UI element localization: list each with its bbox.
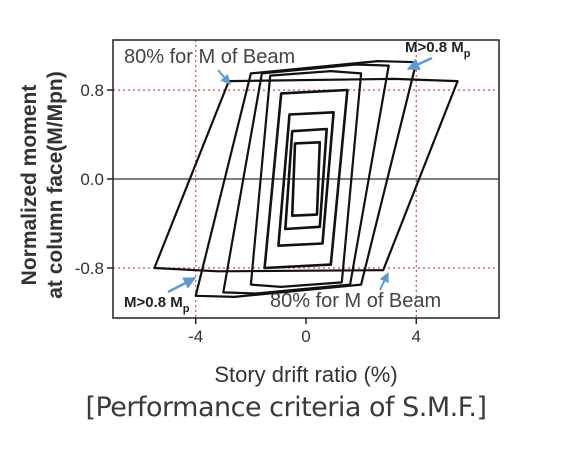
annotation-bottom-left-arrow — [167, 276, 197, 294]
svg-text:M>0.8 Mp: M>0.8 Mp — [405, 39, 471, 60]
annotation-top-right-arrow — [406, 56, 433, 71]
hysteresis-loops — [153, 59, 459, 298]
hysteresis-loop-7 — [194, 59, 418, 298]
y-tick-label-2: 0.8 — [80, 81, 104, 100]
hysteresis-loop-8 — [153, 77, 459, 273]
y-axis-label: Normalized moment at column face(M/Mpn) — [18, 71, 67, 299]
y-axis-label-line2: at column face(M/Mpn) — [44, 71, 67, 299]
x-tick-label-1: 0 — [301, 327, 310, 346]
x-tick-label-0: -4 — [188, 327, 203, 346]
annotation-top-right-text: M>0.8 M — [405, 39, 464, 56]
reference-lines — [113, 40, 499, 318]
annotation-top-left: 80% for M of Beam — [124, 46, 295, 68]
annotation-top-right-subscript: p — [464, 48, 471, 60]
y-tick-label-0: -0.8 — [75, 259, 104, 278]
hysteresis-loop-4 — [263, 88, 349, 270]
annotation-bottom-right: 80% for M of Beam — [270, 290, 441, 312]
annotation-bottom-left-text: M>0.8 M — [124, 294, 183, 311]
hysteresis-loop-3 — [277, 111, 335, 247]
hysteresis-loop-2 — [283, 127, 329, 231]
x-axis-label: Story drift ratio (%) — [214, 362, 397, 387]
annotation-top-left-arrow — [217, 69, 231, 85]
annotation-bottom-left: M>0.8 Mp — [124, 294, 190, 315]
annotation-top-right: M>0.8 Mp — [405, 39, 471, 60]
x-tick-label-2: 4 — [412, 327, 421, 346]
y-axis-label-line1: Normalized moment — [18, 85, 41, 286]
figure-caption: [Performance criteria of S.M.F.] — [85, 392, 487, 423]
hysteresis-loop-1 — [290, 141, 322, 217]
annotation-bottom-left-subscript: p — [183, 303, 190, 315]
axis-ticks: -4 0 4 -0.8 0.0 0.8 — [75, 81, 421, 346]
annotation-bottom-right-arrow — [379, 272, 389, 291]
y-tick-label-1: 0.0 — [80, 170, 104, 189]
hysteresis-loop-5 — [249, 69, 363, 288]
svg-text:M>0.8 Mp: M>0.8 Mp — [124, 294, 190, 315]
